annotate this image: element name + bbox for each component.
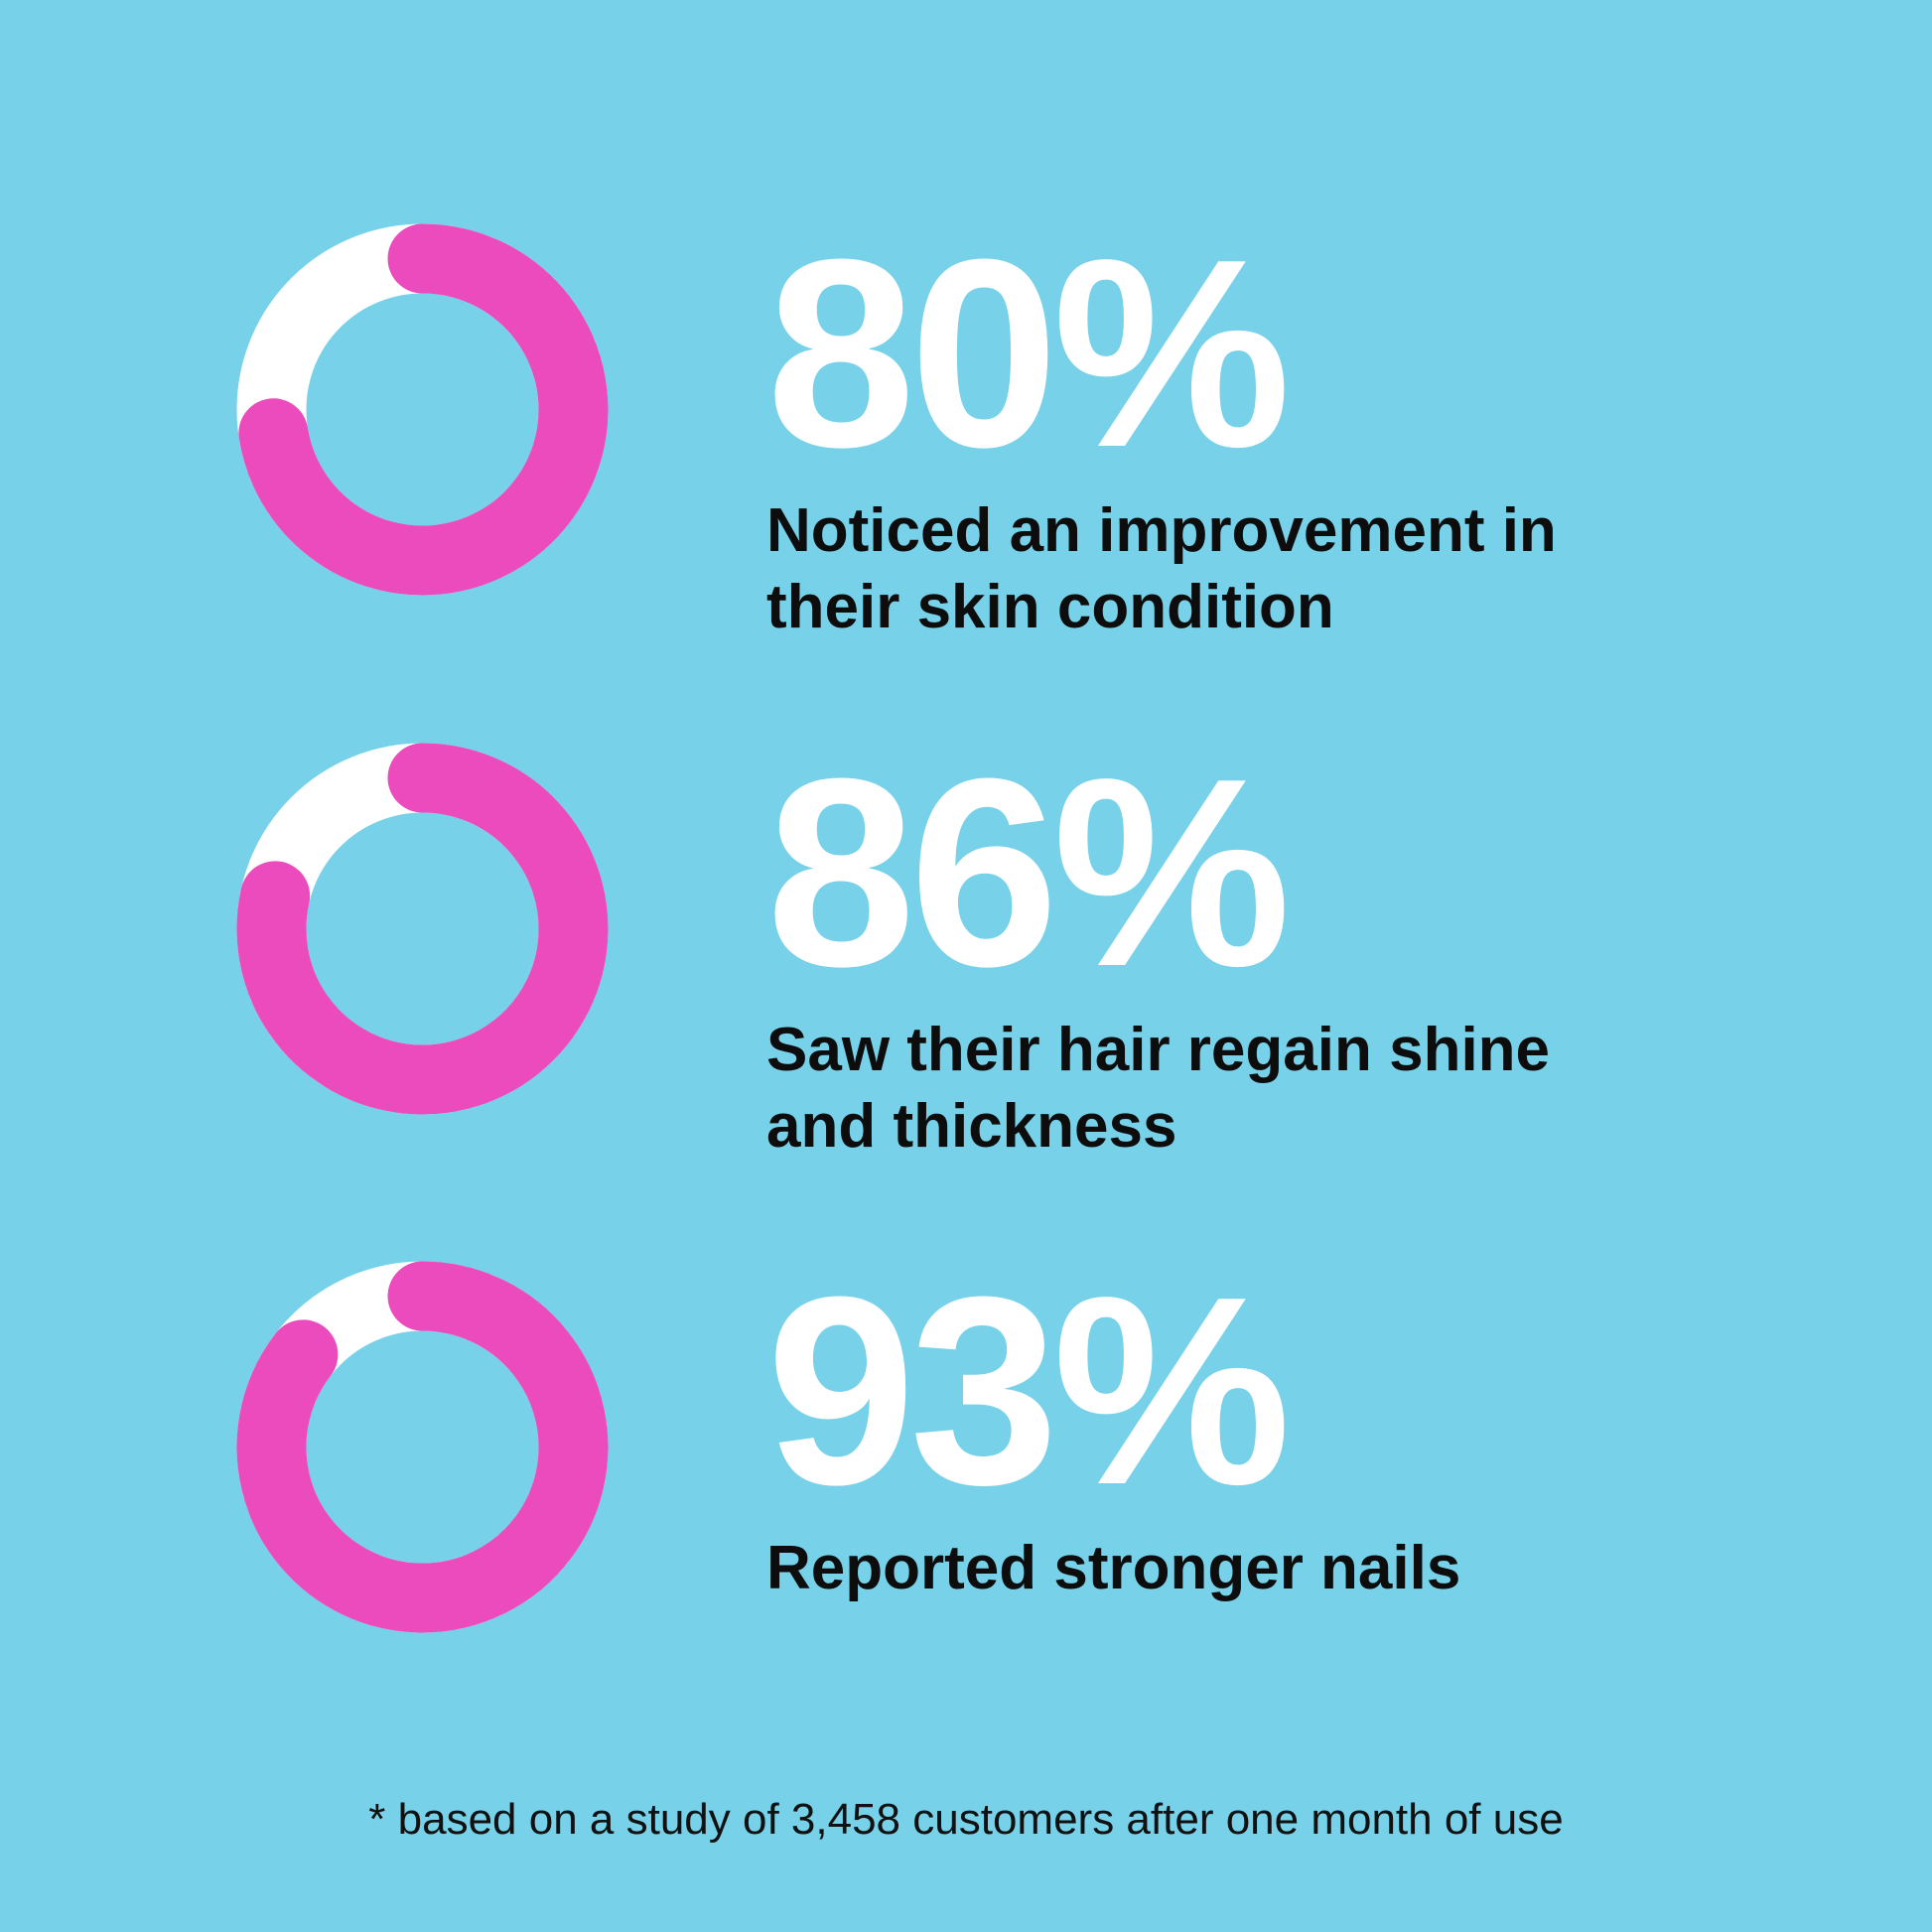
donut-chart-nails — [236, 1261, 609, 1633]
donut-arc-value — [238, 223, 609, 596]
stat-value: 93% — [766, 1242, 1291, 1541]
stat-hair: 86% Saw their hair regain shine and thic… — [766, 740, 1620, 1165]
stat-label: Noticed an improvement in their skin con… — [766, 496, 1557, 641]
stat-value: 86% — [766, 724, 1291, 1023]
donut-arc-value — [236, 1261, 609, 1633]
donut-arc-value — [236, 743, 609, 1115]
stat-value: 80% — [766, 205, 1291, 503]
stat-skin: 80% Noticed an improvement in their skin… — [766, 220, 1620, 645]
stat-nails: 93% Reported stronger nails — [766, 1258, 1660, 1606]
donut-chart-skin — [236, 223, 609, 596]
footnote: * based on a study of 3,458 customers af… — [368, 1795, 1564, 1844]
donut-chart-hair — [236, 743, 609, 1115]
stat-label: Saw their hair regain shine and thicknes… — [766, 1016, 1551, 1161]
stat-label: Reported stronger nails — [766, 1534, 1461, 1602]
